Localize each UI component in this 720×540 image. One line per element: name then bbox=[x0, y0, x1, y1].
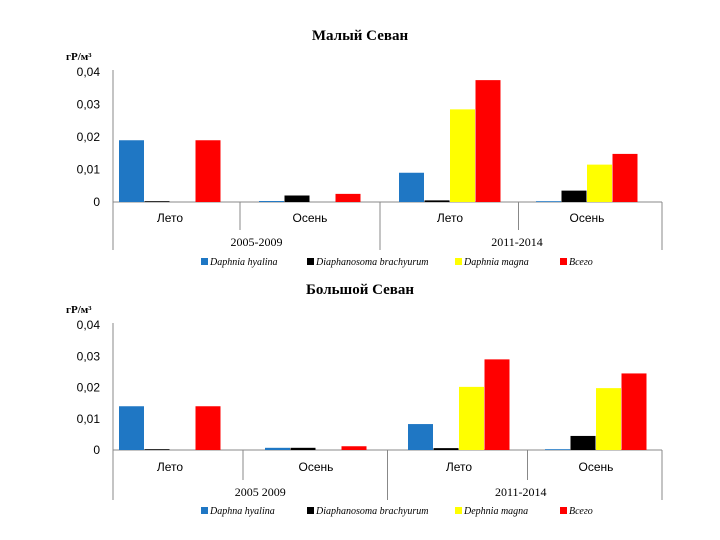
bar-1-2 bbox=[259, 201, 284, 202]
bar-4-4 bbox=[621, 373, 647, 450]
bar-4-3 bbox=[475, 80, 501, 202]
bar-3-4 bbox=[587, 164, 612, 202]
bar-1-4 bbox=[545, 449, 570, 450]
bar-1-3 bbox=[408, 424, 433, 450]
bar-1-4 bbox=[536, 201, 561, 202]
bar-2-3 bbox=[433, 448, 459, 450]
y-tick-label: 0 bbox=[93, 443, 100, 457]
bar-4-1 bbox=[195, 406, 221, 450]
chart-title: Малый Севан bbox=[312, 28, 409, 44]
category-label: Осень bbox=[293, 211, 328, 225]
bar-1-3 bbox=[399, 172, 424, 202]
legend-swatch bbox=[560, 507, 567, 514]
legend-swatch bbox=[201, 258, 208, 265]
y-tick-label: 0,04 bbox=[77, 65, 101, 79]
chart-title: Большой Севан bbox=[306, 282, 414, 298]
legend-entry: Daphna hyalina bbox=[209, 506, 275, 517]
category-label: Осень bbox=[299, 460, 334, 474]
period-label: 2011-2014 bbox=[495, 485, 547, 499]
category-label: Осень bbox=[570, 211, 605, 225]
y-tick-label: 0,01 bbox=[77, 412, 101, 426]
bar-4-2 bbox=[341, 446, 367, 450]
legend-entry: Diaphanosoma brachyurum bbox=[315, 506, 429, 517]
y-tick-label: 0,03 bbox=[77, 349, 101, 363]
y-tick-label: 0,04 bbox=[77, 318, 101, 332]
bar-1-1 bbox=[119, 406, 144, 450]
category-label: Лето bbox=[437, 211, 464, 225]
chart-1: Малый Севан гР/м³ 0 0,01 0,02 0,03 0,04 Лето Осе… bbox=[66, 28, 663, 268]
legend-swatch bbox=[307, 507, 314, 514]
legend-entry: Daphnia hyalina bbox=[209, 257, 278, 268]
legend-entry: Daphnia magna bbox=[463, 257, 529, 268]
category-label: Лето bbox=[157, 460, 184, 474]
legend-swatch bbox=[307, 258, 314, 265]
bar-4-2 bbox=[335, 193, 361, 202]
bar-2-1 bbox=[144, 201, 170, 202]
legend-swatch bbox=[455, 258, 462, 265]
category-label: Осень bbox=[579, 460, 614, 474]
chart-2: Большой Севан гР/м³ 0 0,01 0,02 0,03 0,04 Лето О… bbox=[66, 282, 663, 517]
bar-3-3 bbox=[459, 386, 484, 450]
period-label: 2011-2014 bbox=[491, 235, 543, 249]
bar-2-4 bbox=[570, 435, 596, 450]
bar-2-1 bbox=[144, 449, 170, 450]
period-label: 2005-2009 bbox=[231, 235, 283, 249]
bar-1-2 bbox=[265, 447, 290, 450]
bar-3-3 bbox=[450, 109, 475, 202]
legend-entry: Всего bbox=[569, 257, 593, 268]
y-axis-label: гР/м³ bbox=[66, 304, 92, 316]
bar-4-4 bbox=[612, 153, 638, 202]
category-label: Лето bbox=[446, 460, 473, 474]
legend-swatch bbox=[201, 507, 208, 514]
legend-swatch bbox=[455, 507, 462, 514]
period-label: 2005 2009 bbox=[235, 485, 286, 499]
bar-3-4 bbox=[596, 388, 621, 450]
bar-2-3 bbox=[424, 200, 450, 202]
bar-4-1 bbox=[195, 140, 221, 202]
legend-entry: Всего bbox=[569, 506, 593, 517]
bar-2-2 bbox=[284, 195, 310, 202]
legend-swatch bbox=[560, 258, 567, 265]
bar-2-2 bbox=[290, 447, 316, 450]
legend-entry: Dephnia magna bbox=[463, 506, 528, 517]
legend-entry: Diaphanosoma brachyurum bbox=[315, 257, 429, 268]
y-tick-label: 0,01 bbox=[77, 163, 101, 177]
y-tick-label: 0,02 bbox=[77, 381, 101, 395]
bar-4-3 bbox=[484, 359, 510, 450]
bar-1-1 bbox=[119, 140, 144, 202]
y-tick-label: 0 bbox=[93, 195, 100, 209]
y-tick-label: 0,03 bbox=[77, 98, 101, 112]
bar-2-4 bbox=[561, 190, 587, 202]
category-label: Лето bbox=[157, 211, 184, 225]
y-tick-label: 0,02 bbox=[77, 130, 101, 144]
y-axis-label: гР/м³ bbox=[66, 51, 92, 63]
